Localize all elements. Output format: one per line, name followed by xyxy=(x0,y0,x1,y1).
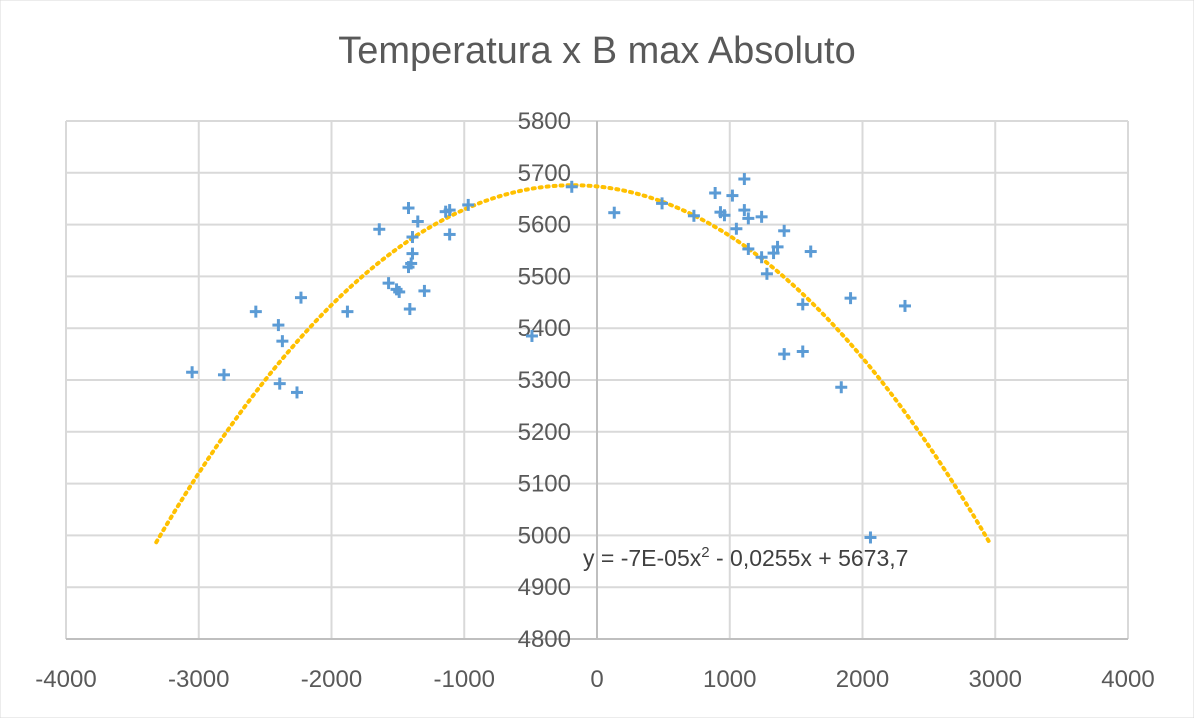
data-point xyxy=(411,215,424,228)
y-tick-label: 5600 xyxy=(518,212,571,239)
y-tick-label: 5800 xyxy=(518,108,571,135)
data-point xyxy=(341,305,354,318)
data-point xyxy=(382,277,395,290)
data-point xyxy=(186,366,199,379)
y-axis-tick-labels: 4800 4900 5000 5100 5200 5300 5400 5500 5600 5700… xyxy=(518,108,571,653)
data-point xyxy=(738,173,751,186)
x-tick-label: 2000 xyxy=(836,666,889,693)
data-point xyxy=(778,348,791,361)
data-point xyxy=(742,212,755,225)
x-tick-label: -4000 xyxy=(35,666,96,693)
data-point xyxy=(276,335,289,348)
y-tick-label: 4900 xyxy=(518,574,571,601)
data-point xyxy=(273,377,286,390)
data-point xyxy=(462,198,475,211)
x-tick-label: 4000 xyxy=(1101,666,1154,693)
data-point xyxy=(525,329,538,342)
y-tick-label: 5300 xyxy=(518,367,571,394)
x-tick-label: 0 xyxy=(590,666,603,693)
data-point xyxy=(443,204,456,217)
y-tick-label: 4800 xyxy=(518,626,571,653)
data-point xyxy=(730,222,743,235)
x-tick-label: 1000 xyxy=(703,666,756,693)
data-point xyxy=(767,247,780,260)
y-tick-label: 5400 xyxy=(518,315,571,342)
data-point xyxy=(249,305,262,318)
data-point xyxy=(755,251,768,264)
data-point xyxy=(804,245,817,258)
data-point xyxy=(742,242,755,255)
data-point xyxy=(738,204,751,217)
x-tick-label: 3000 xyxy=(969,666,1022,693)
y-tick-label: 5500 xyxy=(518,263,571,290)
data-point xyxy=(864,531,877,544)
data-points xyxy=(186,173,911,544)
x-tick-label: -1000 xyxy=(434,666,495,693)
data-point xyxy=(835,381,848,394)
data-point xyxy=(656,197,669,210)
data-point xyxy=(718,209,731,222)
data-point xyxy=(406,247,419,260)
y-tick-label: 5200 xyxy=(518,419,571,446)
data-point xyxy=(373,223,386,236)
data-point xyxy=(726,189,739,202)
trendline-equation: y = -7E-05x2 - 0,0255x + 5673,7 xyxy=(583,544,908,571)
x-axis-tick-labels: -4000 -3000 -2000 -1000 0 1000 2000 3000 4000 xyxy=(35,666,1154,693)
data-point xyxy=(290,386,303,399)
data-point xyxy=(402,202,415,215)
data-point xyxy=(771,240,784,253)
data-point xyxy=(760,267,773,280)
data-point xyxy=(565,180,578,193)
data-point xyxy=(687,209,700,222)
data-point xyxy=(294,291,307,304)
x-tick-label: -3000 xyxy=(168,666,229,693)
data-point xyxy=(217,368,230,381)
y-tick-label: 5000 xyxy=(518,522,571,549)
data-point xyxy=(406,231,419,244)
data-point xyxy=(403,303,416,316)
data-point xyxy=(393,285,406,298)
data-point xyxy=(608,206,621,219)
chart-title: Temperatura x B max Absoluto xyxy=(338,30,855,72)
data-point xyxy=(844,292,857,305)
data-point xyxy=(272,319,285,332)
data-point xyxy=(443,228,456,241)
axes xyxy=(66,121,1128,640)
data-point xyxy=(796,345,809,358)
data-point xyxy=(778,224,791,237)
data-point xyxy=(709,187,722,200)
data-point xyxy=(418,284,431,297)
data-point xyxy=(755,210,768,223)
data-point xyxy=(898,299,911,312)
x-tick-label: -2000 xyxy=(301,666,362,693)
y-tick-label: 5100 xyxy=(518,471,571,498)
y-tick-label: 5700 xyxy=(518,160,571,187)
data-point xyxy=(796,298,809,311)
